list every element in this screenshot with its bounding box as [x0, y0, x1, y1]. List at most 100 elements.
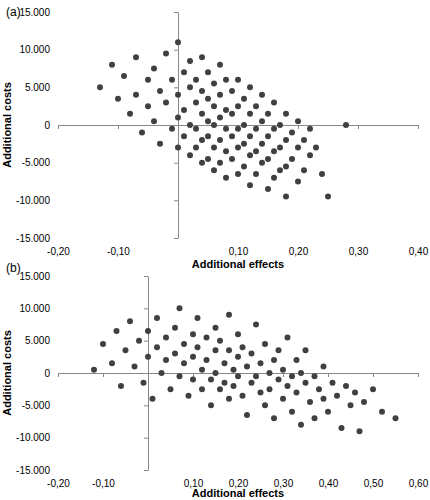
x-tick-label: 0,10 [229, 246, 249, 257]
point [195, 344, 201, 350]
point [226, 312, 232, 318]
point [193, 145, 199, 151]
point [325, 409, 331, 415]
point [123, 347, 129, 353]
point [289, 373, 295, 379]
point [121, 73, 127, 79]
point [168, 386, 174, 392]
point [223, 126, 229, 132]
point [163, 99, 169, 105]
point [235, 126, 241, 132]
x-axis: -0,20-0,100,100,200,300,400,500,60 [47, 373, 429, 489]
point [253, 322, 259, 328]
y-tick-mark [144, 276, 148, 277]
point [217, 62, 223, 68]
point [262, 341, 268, 347]
y-tick-label: 10.000 [19, 44, 50, 55]
point [285, 383, 291, 389]
point [249, 351, 255, 357]
point [151, 66, 157, 72]
y-tick: 0 [44, 368, 148, 379]
point [175, 145, 181, 151]
point [211, 103, 217, 109]
point [321, 396, 327, 402]
y-tick-label: -10.000 [16, 195, 50, 206]
point [159, 370, 165, 376]
x-tick-label: 0,20 [289, 246, 309, 257]
point [222, 360, 228, 366]
point [265, 186, 271, 192]
point [109, 360, 115, 366]
point [217, 92, 223, 98]
y-axis-line [148, 277, 149, 471]
point [231, 367, 237, 373]
point [271, 357, 277, 363]
point [217, 114, 223, 120]
point [133, 92, 139, 98]
point [181, 133, 187, 139]
point [276, 347, 282, 353]
point [114, 328, 120, 334]
y-tick-mark [174, 238, 178, 239]
point [253, 126, 259, 132]
point [393, 415, 399, 421]
point [211, 167, 217, 173]
x-tick: 0,40 [409, 125, 429, 257]
point [283, 111, 289, 117]
x-tick-label: -0,10 [92, 478, 115, 489]
x-tick: 0,20 [289, 125, 309, 257]
point [172, 325, 178, 331]
x-tick-label: 0,40 [409, 246, 429, 257]
point [235, 145, 241, 151]
point [175, 92, 181, 98]
x-tick-mark [358, 125, 359, 129]
point [145, 103, 151, 109]
point [271, 415, 277, 421]
point [325, 194, 331, 200]
x-tick-label: -0,20 [47, 246, 70, 257]
point [190, 376, 196, 382]
point [195, 315, 201, 321]
point [157, 141, 163, 147]
point [175, 39, 181, 45]
point [163, 334, 169, 340]
point [187, 152, 193, 158]
points [91, 305, 399, 434]
point [258, 389, 264, 395]
point [154, 344, 160, 350]
point [276, 376, 282, 382]
point [118, 383, 124, 389]
y-tick: -5.000 [22, 400, 148, 411]
y-tick-mark [174, 87, 178, 88]
point [240, 344, 246, 350]
point [217, 386, 223, 392]
x-tick: 0,60 [409, 373, 429, 489]
point [280, 396, 286, 402]
point [226, 347, 232, 353]
point [177, 305, 183, 311]
point [169, 126, 175, 132]
point [319, 171, 325, 177]
point [205, 96, 211, 102]
point [247, 182, 253, 188]
y-tick-mark [144, 308, 148, 309]
points [97, 39, 349, 199]
point [163, 357, 169, 363]
point [294, 357, 300, 363]
point [205, 69, 211, 75]
point [307, 126, 313, 132]
point [213, 370, 219, 376]
y-tick-label: 15.000 [19, 271, 50, 282]
point [235, 354, 241, 360]
point [154, 315, 160, 321]
y-tick-label: -10.000 [16, 432, 50, 443]
point [157, 88, 163, 94]
x-tick: 0,50 [364, 373, 384, 489]
x-tick: -0,10 [92, 373, 115, 489]
point [352, 389, 358, 395]
point [181, 107, 187, 113]
point [247, 111, 253, 117]
y-tick-label: 15.000 [19, 7, 50, 18]
point [307, 399, 313, 405]
point [205, 133, 211, 139]
